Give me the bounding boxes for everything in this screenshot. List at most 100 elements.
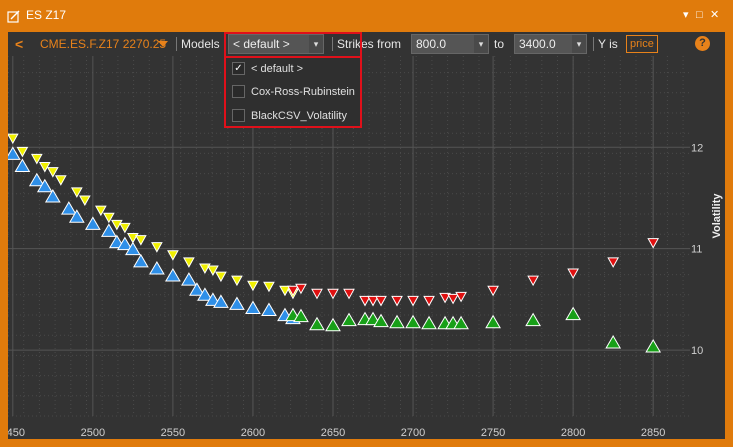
- back-arrow-icon[interactable]: <: [15, 36, 24, 52]
- point-triangle-down: [46, 167, 59, 178]
- separator: [332, 37, 333, 51]
- help-icon[interactable]: ?: [695, 36, 710, 51]
- models-label: Models: [181, 37, 220, 51]
- x-tick-label: 2700: [401, 427, 425, 439]
- point-triangle-up: [197, 287, 213, 301]
- point-triangle-up: [453, 315, 469, 330]
- point-triangle-down: [95, 205, 107, 217]
- instrument-selector[interactable]: CME.ES.F.Z17 2270.25: [40, 37, 167, 51]
- y-axis-label: Volatility: [711, 193, 723, 239]
- models-select[interactable]: < default > ▾: [228, 34, 324, 54]
- point-triangle-down: [367, 295, 379, 307]
- point-triangle-up: [261, 302, 277, 317]
- point-triangle-up: [405, 314, 421, 329]
- point-triangle-down: [279, 285, 291, 297]
- point-triangle-up: [28, 172, 45, 187]
- point-triangle-up: [309, 316, 325, 331]
- point-triangle-down: [103, 212, 115, 224]
- checkbox-checked-icon[interactable]: ✓: [232, 61, 245, 75]
- models-menu-item-default[interactable]: ✓ < default >: [232, 60, 303, 78]
- point-triangle-up: [181, 272, 197, 286]
- point-triangle-down: [231, 275, 243, 287]
- point-triangle-up: [245, 300, 261, 314]
- point-triangle-up: [44, 188, 61, 203]
- point-triangle-down: [111, 219, 123, 231]
- point-triangle-down: [38, 162, 51, 173]
- volatility-chart[interactable]: 2450 2500 2550 2600 2650 2700 2750 2800 2850 10 11…: [1, 56, 725, 439]
- point-triangle-up: [325, 317, 341, 332]
- chevron-down-icon[interactable]: ▾: [572, 35, 586, 53]
- point-triangle-up: [293, 308, 309, 323]
- point-triangle-down: [375, 295, 387, 307]
- point-triangle-down: [30, 153, 43, 165]
- y-is-price-button[interactable]: price: [626, 35, 658, 53]
- toolbar: < CME.ES.F.Z17 2270.25 Models < default …: [8, 32, 725, 56]
- point-triangle-down: [327, 288, 339, 300]
- close-icon[interactable]: ✕: [710, 9, 720, 21]
- point-triangle-down: [295, 283, 307, 295]
- point-triangle-down: [135, 235, 147, 246]
- x-tick-label: 2800: [561, 427, 585, 439]
- point-triangle-down: [439, 292, 451, 304]
- point-triangle-down: [127, 233, 139, 244]
- models-menu-item-blackcsv[interactable]: BlackCSV_Volatility: [232, 107, 347, 125]
- point-triangle-up: [36, 178, 53, 193]
- point-triangle-down: [311, 288, 323, 300]
- point-triangle-down: [647, 238, 660, 249]
- point-triangle-down: [423, 295, 435, 307]
- chart-edit-icon: [7, 10, 20, 23]
- point-triangle-down: [167, 250, 179, 261]
- point-triangle-up: [389, 314, 405, 329]
- y-tick-label: 12: [691, 142, 703, 154]
- models-menu-item-label: Cox-Ross-Rubinstein: [251, 86, 355, 98]
- point-triangle-up: [68, 209, 85, 223]
- point-triangle-down: [407, 295, 419, 307]
- checkbox-icon[interactable]: [232, 108, 245, 122]
- y-tick-label: 11: [691, 244, 702, 256]
- point-triangle-up: [116, 236, 133, 251]
- instrument-dropdown-icon[interactable]: [158, 41, 168, 48]
- point-triangle-down: [607, 257, 620, 268]
- x-tick-label: 2500: [81, 427, 105, 439]
- strike-from-value: 800.0: [416, 37, 447, 51]
- point-triangle-down: [70, 187, 83, 198]
- chevron-down-icon[interactable]: ▾: [309, 35, 323, 53]
- minimize-icon[interactable]: ▾: [683, 9, 689, 21]
- models-highlight-box: [224, 32, 362, 56]
- x-tick-label: 2450: [8, 427, 25, 439]
- point-triangle-down: [247, 280, 259, 292]
- strike-to-input[interactable]: 3400.0 ▾: [514, 34, 587, 54]
- point-triangle-down: [343, 288, 355, 300]
- point-triangle-up: [100, 223, 117, 237]
- point-triangle-down: [287, 285, 299, 297]
- point-triangle-down: [567, 268, 579, 280]
- models-menu-item-label: < default >: [251, 63, 303, 75]
- chevron-down-icon[interactable]: ▾: [474, 35, 488, 53]
- point-triangle-up: [165, 268, 181, 282]
- x-tick-label: 2550: [161, 427, 185, 439]
- separator: [593, 37, 594, 51]
- checkbox-icon[interactable]: [232, 84, 245, 98]
- point-triangle-down: [391, 295, 403, 307]
- point-triangle-down: [447, 293, 459, 305]
- point-triangle-up: [645, 339, 662, 353]
- models-menu-item-crr[interactable]: Cox-Ross-Rubinstein: [232, 83, 355, 101]
- strike-from-input[interactable]: 800.0 ▾: [411, 34, 489, 54]
- point-triangle-down: [119, 222, 131, 234]
- to-label: to: [494, 37, 505, 51]
- point-triangle-down: [199, 263, 211, 274]
- x-tick-label: 2750: [481, 427, 505, 439]
- point-triangle-up: [84, 216, 101, 230]
- x-tick-label: 2600: [241, 427, 265, 439]
- point-triangle-down: [359, 295, 371, 307]
- point-triangle-up: [605, 334, 622, 349]
- maximize-icon[interactable]: □: [696, 9, 703, 21]
- strikes-label: Strikes from: [337, 37, 402, 51]
- title-bar: ES Z17 ▾ □ ✕: [0, 0, 733, 32]
- models-select-value: < default >: [233, 37, 290, 51]
- point-triangle-up: [341, 312, 357, 327]
- point-triangle-up: [4, 146, 21, 160]
- point-triangle-down: [263, 281, 275, 293]
- point-triangle-up: [14, 158, 31, 173]
